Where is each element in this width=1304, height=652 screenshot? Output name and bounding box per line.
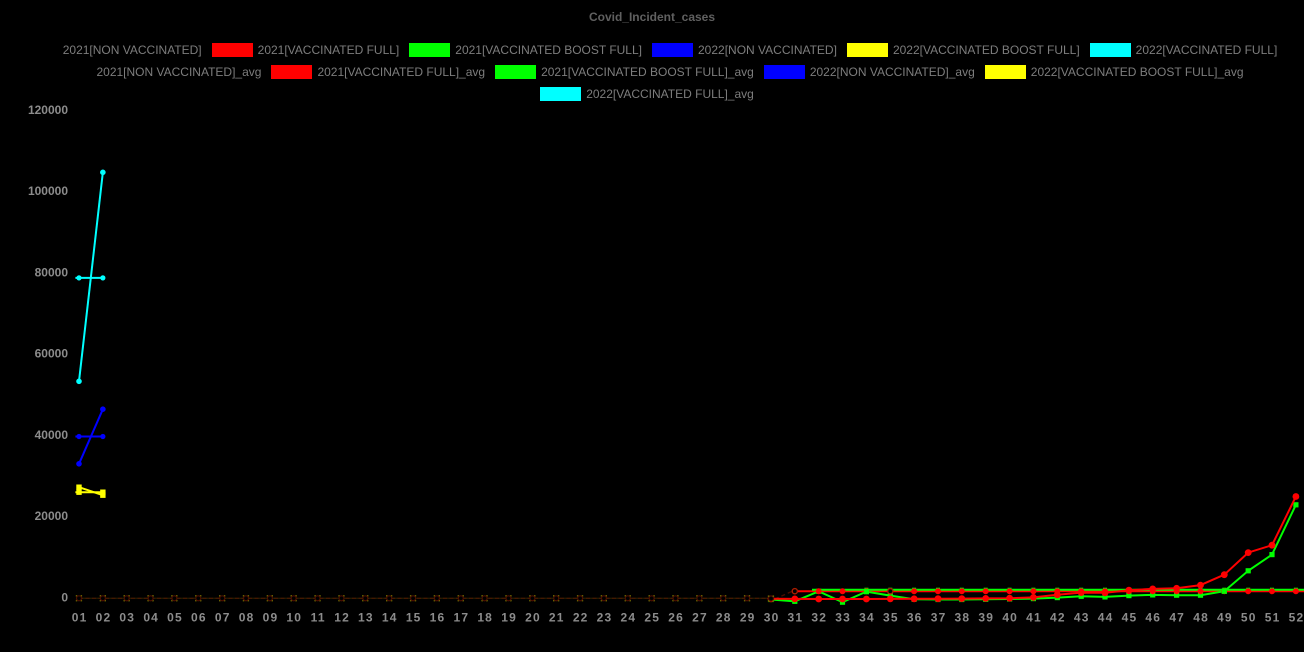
svg-text:120000: 120000 — [28, 103, 68, 117]
svg-text:12: 12 — [334, 610, 350, 624]
svg-text:45: 45 — [1122, 610, 1138, 624]
svg-text:39: 39 — [978, 610, 994, 624]
svg-text:28: 28 — [716, 610, 732, 624]
svg-text:04: 04 — [143, 610, 159, 624]
svg-text:37: 37 — [931, 610, 947, 624]
svg-text:26: 26 — [668, 610, 684, 624]
svg-text:10: 10 — [286, 610, 302, 624]
svg-text:48: 48 — [1193, 610, 1209, 624]
svg-text:23: 23 — [597, 610, 613, 624]
svg-text:05: 05 — [167, 610, 183, 624]
svg-text:100000: 100000 — [28, 184, 68, 198]
svg-text:0: 0 — [61, 591, 68, 605]
svg-text:19: 19 — [501, 610, 517, 624]
svg-text:41: 41 — [1026, 610, 1042, 624]
svg-text:34: 34 — [859, 610, 875, 624]
svg-text:33: 33 — [835, 610, 851, 624]
svg-text:21: 21 — [549, 610, 565, 624]
svg-text:14: 14 — [382, 610, 398, 624]
svg-text:40: 40 — [1002, 610, 1018, 624]
svg-text:42: 42 — [1050, 610, 1066, 624]
svg-text:30: 30 — [764, 610, 780, 624]
svg-text:18: 18 — [477, 610, 493, 624]
svg-text:32: 32 — [811, 610, 827, 624]
svg-text:29: 29 — [740, 610, 756, 624]
svg-text:35: 35 — [883, 610, 899, 624]
svg-text:06: 06 — [191, 610, 207, 624]
svg-text:17: 17 — [454, 610, 470, 624]
svg-text:07: 07 — [215, 610, 231, 624]
svg-text:11: 11 — [311, 610, 326, 624]
svg-text:08: 08 — [239, 610, 255, 624]
svg-text:24: 24 — [621, 610, 637, 624]
svg-text:25: 25 — [644, 610, 660, 624]
svg-text:01: 01 — [72, 610, 88, 624]
svg-text:03: 03 — [119, 610, 135, 624]
svg-text:13: 13 — [358, 610, 374, 624]
svg-text:15: 15 — [406, 610, 422, 624]
svg-text:47: 47 — [1169, 610, 1185, 624]
svg-text:50: 50 — [1241, 610, 1257, 624]
svg-text:49: 49 — [1217, 610, 1233, 624]
svg-text:51: 51 — [1265, 610, 1281, 624]
svg-text:02: 02 — [96, 610, 112, 624]
svg-text:80000: 80000 — [35, 265, 69, 279]
svg-text:60000: 60000 — [35, 347, 69, 361]
svg-text:31: 31 — [788, 610, 804, 624]
svg-text:22: 22 — [573, 610, 589, 624]
svg-text:43: 43 — [1074, 610, 1090, 624]
svg-text:38: 38 — [955, 610, 971, 624]
svg-text:16: 16 — [430, 610, 446, 624]
svg-text:46: 46 — [1145, 610, 1161, 624]
svg-text:20: 20 — [525, 610, 541, 624]
svg-text:09: 09 — [263, 610, 279, 624]
svg-text:36: 36 — [907, 610, 923, 624]
svg-text:52: 52 — [1289, 610, 1304, 624]
svg-text:40000: 40000 — [35, 428, 69, 442]
svg-text:20000: 20000 — [35, 509, 69, 523]
svg-text:44: 44 — [1098, 610, 1114, 624]
svg-text:27: 27 — [692, 610, 708, 624]
